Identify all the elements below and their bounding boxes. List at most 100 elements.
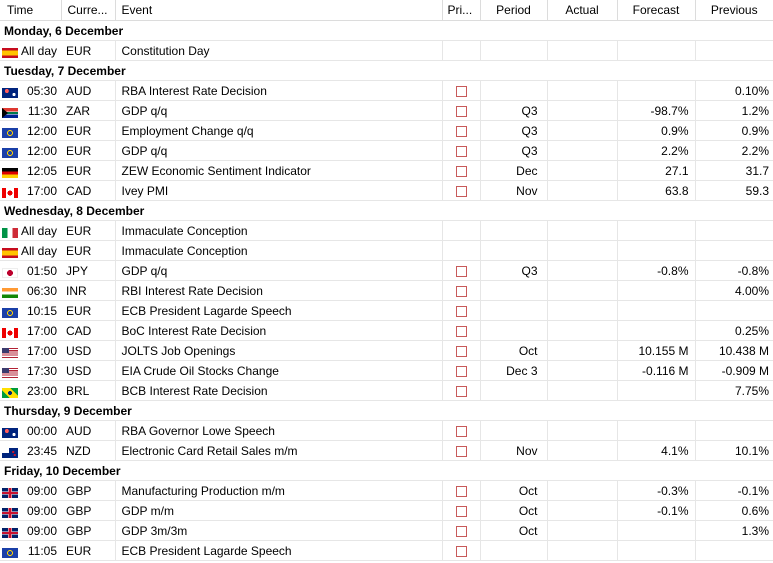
forecast-cell: -0.1% [616, 500, 695, 521]
time-cell: 09:00 [0, 480, 61, 501]
ca-flag-icon [2, 327, 18, 338]
event-row[interactable]: 17:00 CAD Ivey PMI Nov 63.8 59.3 [0, 180, 773, 201]
actual-cell [546, 480, 617, 501]
event-row[interactable]: 23:00 BRL BCB Interest Rate Decision 7.75% [0, 380, 773, 401]
column-header-previous[interactable]: Previous [694, 0, 773, 21]
day-header: Thursday, 9 December [0, 400, 773, 421]
actual-cell [546, 380, 617, 401]
priority-checkbox[interactable] [455, 305, 467, 317]
event-row[interactable]: 17:30 USD EIA Crude Oil Stocks Change Dec 3… [0, 360, 773, 381]
priority-checkbox[interactable] [455, 265, 467, 277]
forecast-cell [616, 540, 695, 561]
event-name: Constitution Day [114, 40, 442, 61]
priority-checkbox[interactable] [455, 345, 467, 357]
priority-checkbox[interactable] [455, 285, 467, 297]
priority-cell [441, 240, 480, 261]
priority-checkbox[interactable] [455, 525, 467, 537]
event-row[interactable]: 12:05 EUR ZEW Economic Sentiment Indicator… [0, 160, 773, 181]
event-row[interactable]: 17:00 USD JOLTS Job Openings Oct 10.155 M 10.… [0, 340, 773, 361]
period-cell [479, 420, 547, 441]
priority-checkbox[interactable] [455, 145, 467, 157]
event-name: Ivey PMI [114, 180, 442, 201]
event-time: 09:00 [26, 483, 57, 498]
priority-cell [441, 360, 480, 381]
priority-checkbox[interactable] [455, 485, 467, 497]
event-row[interactable]: 09:00 GBP GDP 3m/3m Oct 1.3% [0, 520, 773, 541]
priority-checkbox[interactable] [455, 505, 467, 517]
period-cell: Oct [479, 500, 547, 521]
event-row[interactable]: 05:30 AUD RBA Interest Rate Decision 0.10% [0, 80, 773, 101]
time-cell: 05:30 [0, 80, 61, 101]
eu-flag-icon [2, 127, 18, 138]
event-row[interactable]: All day EUR Immaculate Conception [0, 240, 773, 261]
gb-flag-icon [2, 527, 18, 538]
priority-cell [441, 520, 480, 541]
priority-checkbox[interactable] [455, 185, 467, 197]
time-cell: 12:00 [0, 140, 61, 161]
event-row[interactable]: 10:15 EUR ECB President Lagarde Speech [0, 300, 773, 321]
eu-flag-icon [2, 147, 18, 158]
currency-cell: CAD [61, 180, 115, 201]
priority-checkbox[interactable] [455, 545, 467, 557]
event-time: 11:30 [27, 103, 57, 118]
previous-cell [694, 40, 773, 61]
priority-checkbox[interactable] [455, 425, 467, 437]
nz-flag-icon [2, 447, 18, 458]
event-row[interactable]: 17:00 CAD BoC Interest Rate Decision 0.25% [0, 320, 773, 341]
jp-flag-icon [2, 267, 18, 278]
priority-checkbox[interactable] [455, 105, 467, 117]
event-row[interactable]: All day EUR Constitution Day [0, 40, 773, 61]
priority-cell [441, 320, 480, 341]
priority-cell [441, 420, 480, 441]
previous-cell: 10.1% [694, 440, 773, 461]
priority-checkbox[interactable] [455, 165, 467, 177]
priority-checkbox[interactable] [455, 325, 467, 337]
column-header-forecast[interactable]: Forecast [616, 0, 695, 21]
priority-checkbox[interactable] [455, 85, 467, 97]
day-header: Friday, 10 December [0, 460, 773, 481]
forecast-cell: 27.1 [616, 160, 695, 181]
priority-checkbox[interactable] [455, 365, 467, 377]
priority-checkbox[interactable] [455, 445, 467, 457]
forecast-cell [616, 520, 695, 541]
event-row[interactable]: 06:30 INR RBI Interest Rate Decision 4.00% [0, 280, 773, 301]
calendar-body: Monday, 6 December All day EUR Constitution… [0, 20, 773, 561]
event-row[interactable]: 01:50 JPY GDP q/q Q3 -0.8% -0.8% [0, 260, 773, 281]
column-header-event[interactable]: Event [114, 0, 442, 21]
priority-checkbox[interactable] [455, 125, 467, 137]
forecast-cell: 63.8 [616, 180, 695, 201]
time-cell: All day [0, 40, 61, 61]
column-header-priority[interactable]: Pri... [441, 0, 480, 21]
currency-cell: INR [61, 280, 115, 301]
event-row[interactable]: 11:05 EUR ECB President Lagarde Speech [0, 540, 773, 561]
event-row[interactable]: 09:00 GBP GDP m/m Oct -0.1% 0.6% [0, 500, 773, 521]
column-header-period[interactable]: Period [479, 0, 547, 21]
event-name: GDP q/q [114, 100, 442, 121]
column-header-currency[interactable]: Curre... [60, 0, 115, 21]
event-row[interactable]: 12:00 EUR GDP q/q Q3 2.2% 2.2% [0, 140, 773, 161]
event-row[interactable]: 11:30 ZAR GDP q/q Q3 -98.7% 1.2% [0, 100, 773, 121]
period-cell: Nov [479, 440, 547, 461]
event-row[interactable]: 00:00 AUD RBA Governor Lowe Speech [0, 420, 773, 441]
column-header-time[interactable]: Time [0, 0, 61, 21]
currency-cell: GBP [61, 520, 115, 541]
event-time: 17:00 [26, 323, 57, 338]
actual-cell [546, 120, 617, 141]
event-row[interactable]: 23:45 NZD Electronic Card Retail Sales m/m… [0, 440, 773, 461]
time-cell: 10:15 [0, 300, 61, 321]
period-cell: Oct [479, 340, 547, 361]
actual-cell [546, 320, 617, 341]
time-cell: 12:00 [0, 120, 61, 141]
priority-cell [441, 480, 480, 501]
priority-checkbox[interactable] [455, 385, 467, 397]
event-time: All day [20, 223, 57, 238]
event-row[interactable]: 12:00 EUR Employment Change q/q Q3 0.9% 0.9% [0, 120, 773, 141]
event-row[interactable]: 09:00 GBP Manufacturing Production m/m Oct -… [0, 480, 773, 501]
event-row[interactable]: All day EUR Immaculate Conception [0, 220, 773, 241]
currency-cell: ZAR [61, 100, 115, 121]
forecast-cell [616, 40, 695, 61]
header-row: Time Curre... Event Pri... Period Actual… [0, 0, 773, 21]
column-header-actual[interactable]: Actual [546, 0, 617, 21]
day-header: Monday, 6 December [0, 20, 773, 41]
